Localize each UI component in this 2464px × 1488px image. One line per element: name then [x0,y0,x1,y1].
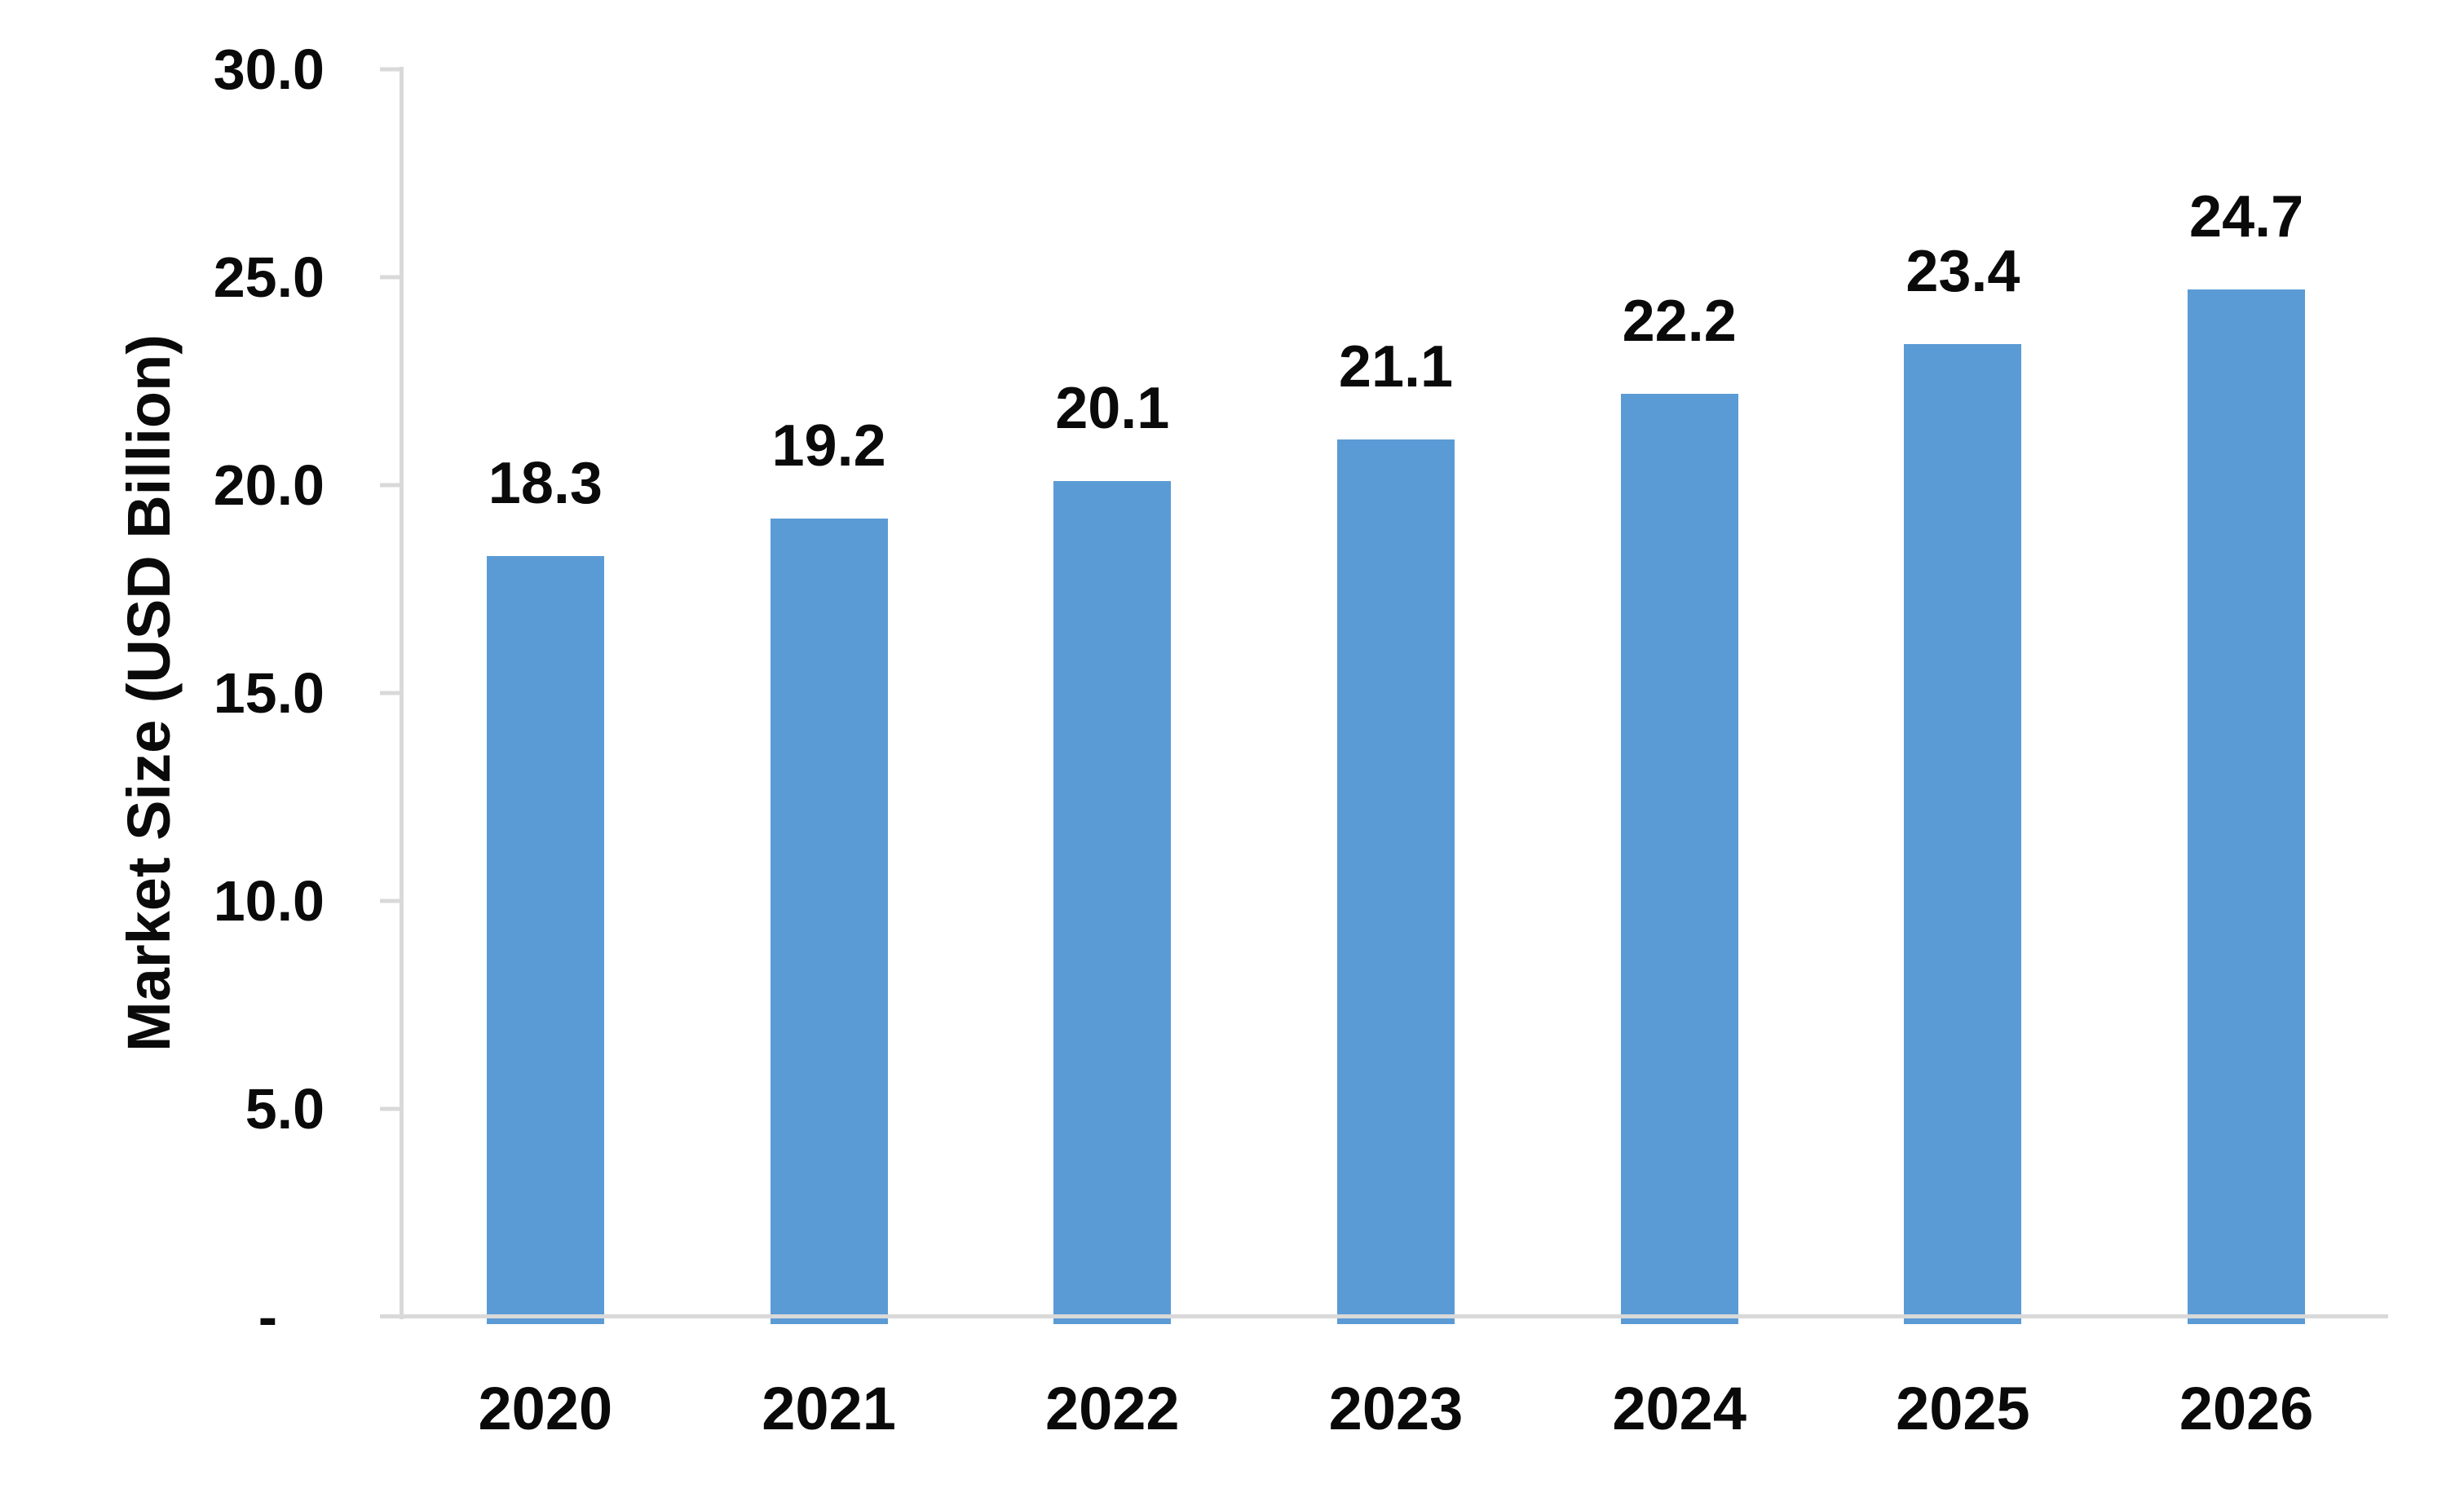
y-tick-mark [380,483,404,488]
y-tick-mark [380,1106,404,1111]
bar-slot-2023: 21.1 2023 [1254,69,1538,1439]
bar-2023 [1336,439,1455,1324]
y-tick-label: 15.0 [213,661,325,725]
y-tick-mark [380,275,404,280]
y-axis-tick-marks [380,67,404,1317]
bar-slot-2020: 18.3 2020 [404,69,687,1439]
plot-area: 18.3 2020 19.2 2021 20.1 2022 21.1 2023 22.2 2024… [404,69,2388,1439]
y-tick-label: 10.0 [213,869,325,933]
bar-slot-2026: 24.7 2026 [2104,69,2388,1438]
y-tick-label: 25.0 [213,245,325,309]
y-tick-label: 20.0 [213,453,325,517]
y-axis-line [400,67,404,1319]
x-tick-label: 2020 [478,1375,613,1442]
bar-value-label: 20.1 [1055,375,1170,441]
bar-2026 [2188,289,2306,1324]
y-axis-tick-labels: 30.0 25.0 20.0 15.0 10.0 5.0- [0,41,325,1345]
y-tick-label: - [258,1285,277,1349]
bar-slot-2025: 23.4 2025 [1822,69,2105,1439]
x-tick-label: 2021 [762,1375,896,1442]
x-tick-label: 2022 [1044,1375,1180,1442]
bar-value-label: 22.2 [1622,288,1737,354]
x-tick-label: 2023 [1328,1375,1464,1442]
bar-value-label: 18.3 [488,450,603,516]
bar-value-label: 24.7 [2189,184,2304,250]
x-tick-label: 2025 [1896,1375,2030,1442]
bar-2021 [770,518,888,1324]
bar-slot-2022: 20.1 2022 [970,69,1254,1439]
bar-slot-2021: 19.2 2021 [687,69,971,1439]
x-axis-line [380,1314,2388,1318]
bar-value-label: 19.2 [771,413,886,479]
y-tick-label: 30.0 [213,38,325,101]
bar-value-label: 21.1 [1338,333,1454,400]
x-tick-label: 2026 [2179,1375,2314,1442]
bar-2024 [1620,393,1738,1324]
y-tick-label: 5.0 [245,1076,325,1141]
bar-2025 [1904,343,2022,1324]
bar-slot-2024: 22.2 2024 [1538,69,1822,1439]
y-tick-mark [380,67,404,72]
bar-2022 [1053,480,1172,1324]
x-tick-label: 2024 [1612,1375,1746,1442]
y-tick-mark [380,899,404,903]
y-tick-mark [380,691,404,695]
bar-2020 [486,555,604,1324]
bar-value-label: 23.4 [1905,238,2020,304]
